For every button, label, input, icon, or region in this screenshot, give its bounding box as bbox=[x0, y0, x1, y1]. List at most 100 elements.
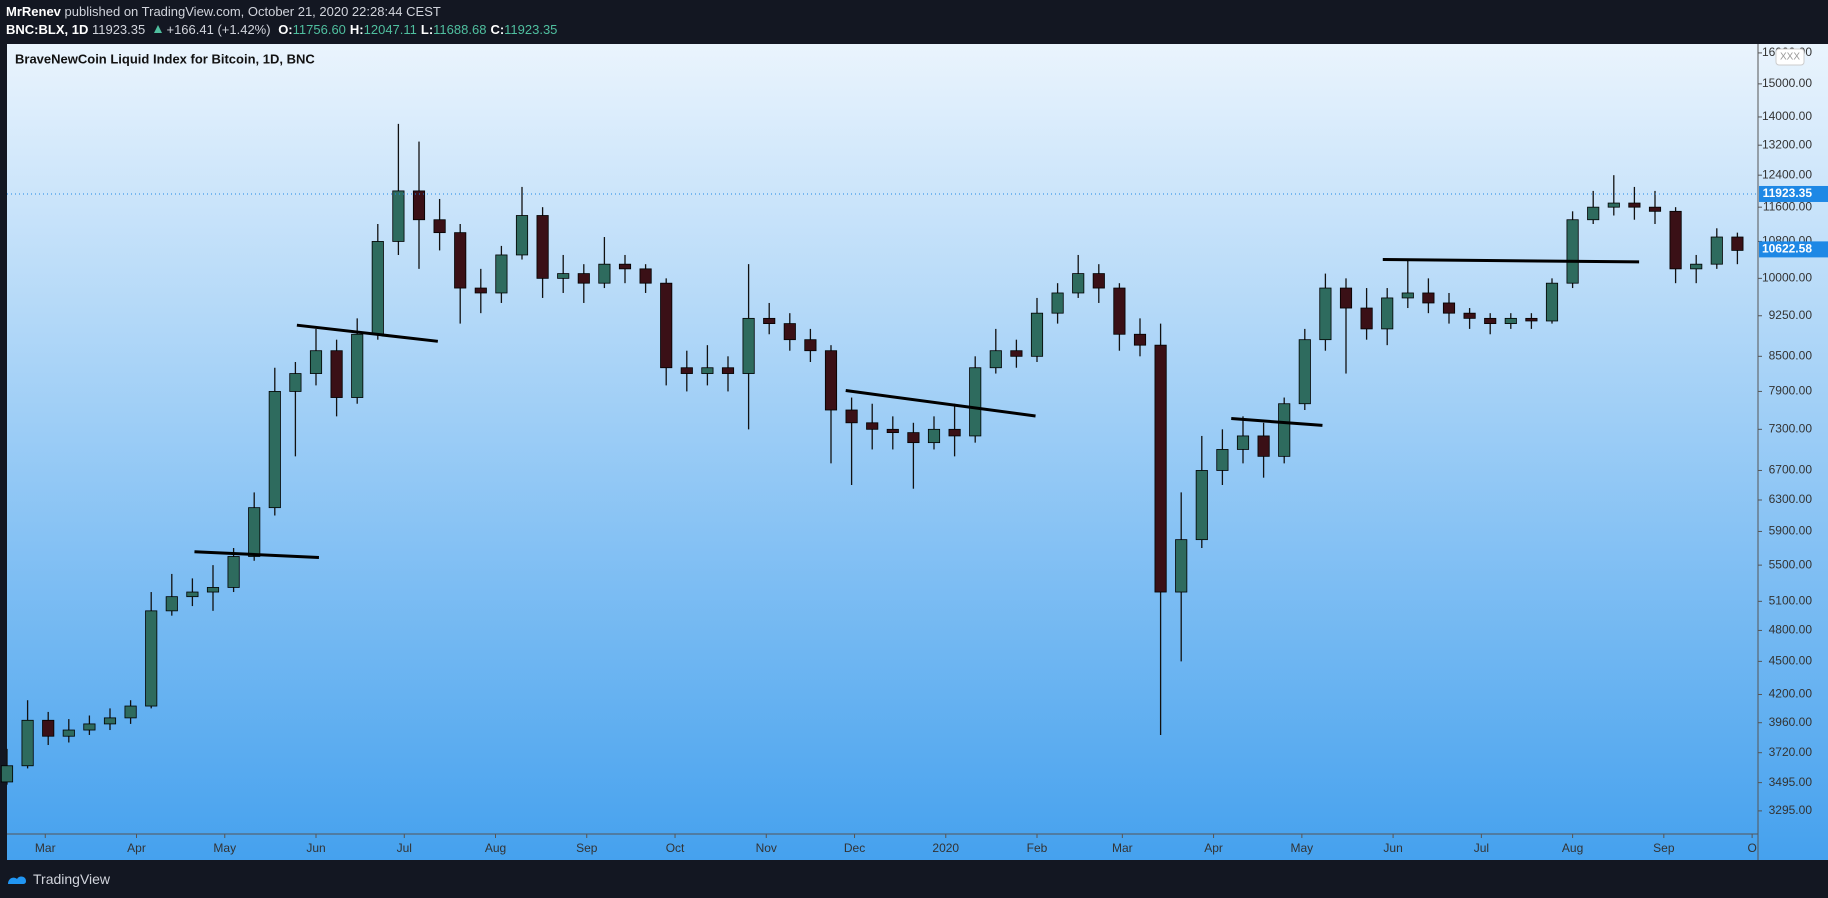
price: 11923.35 bbox=[91, 22, 146, 37]
candle-body bbox=[454, 232, 467, 289]
candle-body bbox=[495, 254, 508, 294]
x-tick-label: Jun bbox=[1383, 841, 1402, 855]
trend-line bbox=[194, 550, 320, 560]
candle-body bbox=[248, 507, 261, 557]
candle-body bbox=[536, 215, 549, 279]
x-tick-label: Aug bbox=[1562, 841, 1583, 855]
x-tick-label: Aug bbox=[485, 841, 506, 855]
candle-body bbox=[62, 729, 75, 737]
candle-body bbox=[948, 428, 961, 437]
candle-body bbox=[1463, 312, 1476, 319]
x-tick-label: May bbox=[1291, 841, 1314, 855]
y-tick-label: 5500.00 bbox=[1769, 557, 1813, 571]
candle-body bbox=[557, 273, 570, 279]
change: +166.41 (+1.42%) bbox=[166, 22, 271, 37]
candle-body bbox=[783, 323, 796, 341]
candle-body bbox=[1216, 449, 1229, 471]
candle-body bbox=[907, 432, 920, 444]
y-tick-label: 5100.00 bbox=[1769, 594, 1813, 608]
candle-body bbox=[1278, 403, 1291, 457]
candle-body bbox=[103, 717, 117, 725]
candle-body bbox=[969, 367, 982, 437]
y-tick-label: 7300.00 bbox=[1769, 421, 1813, 435]
candle-body bbox=[206, 587, 220, 593]
candle-body bbox=[1442, 302, 1456, 314]
candle-body bbox=[309, 350, 323, 374]
candle-body bbox=[721, 367, 735, 374]
candle-body bbox=[351, 333, 364, 398]
x-tick-label: Mar bbox=[35, 841, 56, 855]
candle-body bbox=[639, 268, 652, 284]
chart: BraveNewCoin Liquid Index for Bitcoin, 1… bbox=[0, 44, 1828, 860]
ohlc-label: H: bbox=[349, 22, 364, 37]
candle-body bbox=[1257, 435, 1270, 457]
candle-body bbox=[598, 263, 611, 284]
candle-body bbox=[1669, 210, 1682, 270]
y-tick-label: 6700.00 bbox=[1769, 463, 1813, 477]
x-tick-label: Sep bbox=[1653, 841, 1675, 855]
chart-background bbox=[7, 44, 1828, 860]
y-tick-label: 3720.00 bbox=[1769, 745, 1813, 759]
footer: TradingView bbox=[0, 860, 1828, 898]
candle-body bbox=[268, 391, 281, 509]
logo bbox=[8, 876, 26, 884]
candle-body bbox=[886, 428, 899, 434]
symbol: BNC:BLX, 1D bbox=[6, 22, 89, 37]
y-tick-label: 12400.00 bbox=[1762, 167, 1812, 181]
x-tick-label: Oct bbox=[666, 841, 685, 855]
brand: TradingView bbox=[33, 871, 111, 887]
candle-body bbox=[989, 350, 1002, 369]
y-tick-label: 11600.00 bbox=[1763, 199, 1812, 213]
candle-body bbox=[845, 409, 858, 424]
candle-body bbox=[1154, 344, 1167, 593]
candle-body bbox=[1566, 219, 1579, 284]
candle-body bbox=[824, 350, 838, 411]
x-tick-label: O bbox=[1747, 841, 1756, 855]
ohlc-value: 12047.11 bbox=[363, 22, 417, 37]
x-tick-label: Apr bbox=[1204, 841, 1223, 855]
x-tick-label: Jun bbox=[306, 841, 325, 855]
trend-line bbox=[296, 323, 439, 343]
published: published on TradingView.com, October 21… bbox=[64, 4, 441, 19]
candle-body bbox=[1236, 435, 1250, 450]
candle-body bbox=[1133, 333, 1147, 346]
candle-body bbox=[927, 428, 941, 444]
candle-body bbox=[763, 317, 776, 324]
price-tag bbox=[1759, 241, 1828, 258]
y-tick-label: 4800.00 bbox=[1769, 623, 1813, 637]
x-tick-label: 2020 bbox=[932, 841, 959, 855]
x-tick-label: Apr bbox=[127, 841, 146, 855]
y-tick-label: 4500.00 bbox=[1769, 654, 1813, 668]
candle-body bbox=[1010, 350, 1023, 357]
candle-body bbox=[124, 705, 137, 719]
candle-body bbox=[0, 765, 14, 783]
candle-body bbox=[1113, 287, 1126, 335]
candle-body bbox=[866, 422, 879, 430]
candle-body bbox=[83, 723, 96, 731]
y-tick-label: 3295.00 bbox=[1769, 803, 1813, 817]
candle-body bbox=[1628, 202, 1641, 208]
candle-body bbox=[515, 215, 529, 256]
candle-body bbox=[165, 596, 178, 612]
candle-body bbox=[1195, 470, 1208, 541]
candle-body bbox=[1731, 236, 1744, 251]
candle-body bbox=[701, 367, 714, 374]
candle-body bbox=[1587, 206, 1600, 221]
candle-body bbox=[1525, 317, 1538, 322]
y-tick-label: 8500.00 bbox=[1769, 348, 1813, 362]
y-tick-label: 3495.00 bbox=[1769, 775, 1813, 789]
y-tick-label: 6300.00 bbox=[1769, 492, 1813, 506]
x-tick-label: Jul bbox=[397, 841, 412, 855]
ohlc-label: L: bbox=[420, 22, 434, 37]
x-tick-label: Sep bbox=[576, 841, 598, 855]
ohlc-value: 11756.60 bbox=[292, 22, 346, 37]
candle-body bbox=[1690, 263, 1703, 270]
candle-body bbox=[330, 350, 343, 398]
candle-body bbox=[1504, 317, 1517, 324]
x-tick-label: May bbox=[213, 841, 236, 855]
candle-body bbox=[474, 287, 487, 294]
y-tick-label: 3960.00 bbox=[1769, 715, 1813, 729]
x-tick-label: Mar bbox=[1112, 841, 1133, 855]
price-tag bbox=[1759, 185, 1828, 202]
chart-title: BraveNewCoin Liquid Index for Bitcoin, 1… bbox=[15, 51, 315, 66]
